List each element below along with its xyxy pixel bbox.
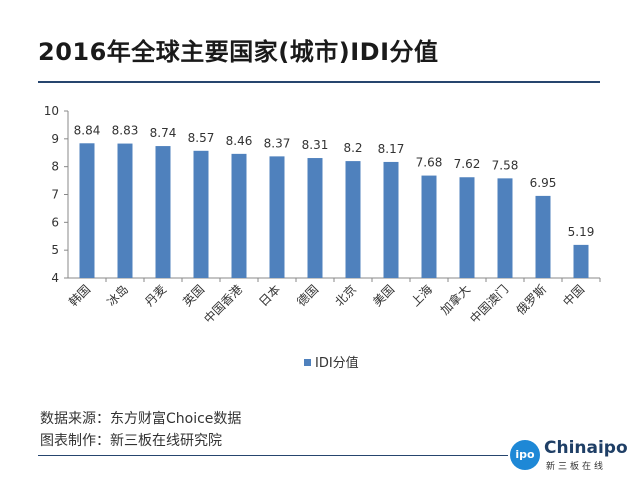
x-tick-label: 美国 — [370, 282, 397, 309]
y-tick-label: 8 — [51, 160, 59, 174]
x-tick-label: 中国澳门 — [467, 282, 512, 327]
legend-swatch — [304, 359, 311, 366]
x-tick-label: 加拿大 — [437, 282, 473, 318]
x-tick-label: 中国 — [560, 282, 588, 310]
data-label: 8.17 — [378, 142, 405, 156]
x-tick-label: 上海 — [408, 282, 436, 310]
bar — [155, 146, 171, 278]
bar — [383, 161, 399, 278]
logo-wordmark: Chinaipo — [544, 438, 628, 458]
bar — [421, 175, 437, 278]
data-label: 8.46 — [226, 134, 253, 148]
bar — [535, 195, 551, 278]
bar — [79, 143, 95, 278]
footer-divider — [38, 455, 508, 456]
y-tick-label: 4 — [51, 271, 59, 285]
data-source-text: 数据来源：东方财富Choice数据 — [40, 411, 242, 427]
chart-title: 2016年全球主要国家(城市)IDI分值 — [38, 38, 439, 66]
data-label: 6.95 — [530, 176, 557, 190]
y-tick-label: 10 — [44, 104, 59, 118]
bar — [193, 150, 209, 278]
data-label: 7.68 — [416, 156, 443, 170]
x-tick-label: 日本 — [256, 282, 283, 309]
logo-badge-icon: ipo — [510, 440, 540, 470]
x-tick-label: 冰岛 — [104, 282, 132, 310]
title-divider — [38, 81, 600, 83]
x-tick-label: 德国 — [294, 282, 322, 310]
bar — [497, 178, 513, 278]
data-label: 8.84 — [74, 123, 101, 137]
bar — [117, 143, 133, 278]
data-label: 8.83 — [112, 124, 139, 138]
bar — [459, 177, 475, 278]
x-tick-label: 丹麦 — [142, 282, 169, 309]
data-label: 8.37 — [264, 136, 291, 150]
legend-label: IDI分值 — [315, 355, 359, 371]
y-tick-label: 6 — [51, 215, 59, 229]
x-tick-label: 俄罗斯 — [514, 282, 549, 317]
data-label: 8.2 — [343, 141, 362, 155]
y-tick-label: 9 — [51, 132, 59, 146]
data-label: 8.74 — [150, 126, 177, 140]
y-tick-label: 7 — [51, 188, 59, 202]
bar — [231, 153, 247, 278]
x-tick-label: 韩国 — [66, 282, 94, 310]
x-tick-label: 北京 — [332, 282, 359, 309]
x-tick-label: 英国 — [180, 282, 207, 309]
bar — [573, 244, 589, 278]
data-label: 8.57 — [188, 131, 215, 145]
data-label: 8.31 — [302, 138, 329, 152]
data-label: 7.58 — [492, 158, 519, 172]
x-tick-label: 中国香港 — [201, 282, 246, 327]
chinaipo-logo: ipo Chinaipo 新三板在线 — [510, 438, 630, 478]
logo-subtitle: 新三板在线 — [546, 462, 607, 472]
data-label: 7.62 — [454, 157, 481, 171]
bar — [269, 156, 285, 278]
data-label: 5.19 — [568, 225, 595, 239]
bar — [345, 161, 361, 278]
bar-chart: 4 5 6 7 8 9 10 8.84 韩国 8.83 冰岛 8.74 丹麦 8.57 英国 8.46 中国香港… — [44, 104, 601, 371]
y-tick-label: 5 — [51, 243, 59, 257]
chart-maker-text: 图表制作：新三板在线研究院 — [40, 433, 222, 449]
bar — [307, 158, 323, 278]
